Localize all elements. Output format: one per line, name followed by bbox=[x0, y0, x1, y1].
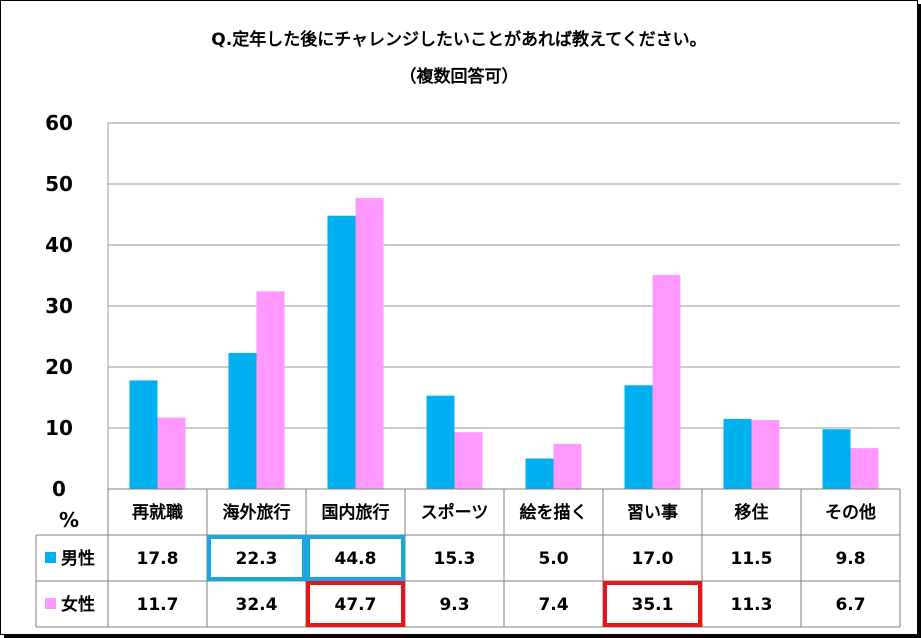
table-cell-value: 5.0 bbox=[538, 549, 568, 569]
legend-swatch-female bbox=[45, 598, 56, 609]
table-cell-value: 35.1 bbox=[632, 595, 674, 615]
legend-label: 男性 bbox=[61, 548, 95, 569]
y-tick-label: 50 bbox=[45, 172, 73, 196]
table-cell-value: 15.3 bbox=[434, 549, 476, 569]
bar-female bbox=[652, 274, 681, 489]
bar-female bbox=[850, 448, 879, 489]
table-cell-value: 44.8 bbox=[335, 549, 377, 569]
y-axis-unit: % bbox=[59, 508, 79, 532]
bar-female bbox=[256, 291, 285, 489]
table-cell-value: 11.5 bbox=[731, 549, 773, 569]
legend-label: 女性 bbox=[61, 594, 95, 615]
category-label: 海外旅行 bbox=[223, 502, 291, 523]
y-tick-label: 40 bbox=[45, 233, 73, 257]
category-label: 移住 bbox=[735, 502, 769, 523]
y-tick-label: 30 bbox=[45, 294, 73, 318]
bar-male bbox=[426, 395, 455, 489]
bar-male bbox=[228, 352, 257, 489]
highlight-box bbox=[306, 581, 405, 627]
category-label: その他 bbox=[825, 502, 876, 523]
category-label: 国内旅行 bbox=[322, 502, 390, 523]
bar-male bbox=[525, 458, 554, 489]
highlight-box bbox=[207, 535, 306, 581]
bar-female bbox=[454, 432, 483, 489]
bar-female bbox=[751, 420, 780, 489]
bar-male bbox=[327, 215, 356, 489]
bar-male bbox=[624, 385, 653, 489]
table-cell-value: 11.7 bbox=[137, 595, 179, 615]
bar-female bbox=[553, 443, 582, 489]
table-cell-value: 32.4 bbox=[236, 595, 278, 615]
category-label: 絵を描く bbox=[520, 502, 588, 523]
y-tick-label: 60 bbox=[45, 111, 73, 135]
bar-male bbox=[129, 380, 158, 489]
highlight-box bbox=[603, 581, 702, 627]
table-cell-value: 11.3 bbox=[731, 595, 773, 615]
table-cell-value: 17.8 bbox=[137, 549, 179, 569]
table-cell-value: 7.4 bbox=[538, 595, 568, 615]
legend-swatch-male bbox=[45, 552, 56, 563]
highlight-box bbox=[306, 535, 405, 581]
bar-female bbox=[157, 417, 186, 489]
chart-title: Q.定年した後にチャレンジしたいことがあれば教えてください。 bbox=[211, 29, 706, 50]
y-tick-label: 0 bbox=[52, 477, 66, 501]
table-cell-value: 22.3 bbox=[236, 549, 278, 569]
table-cell-value: 47.7 bbox=[335, 595, 377, 615]
category-label: 習い事 bbox=[627, 503, 678, 523]
bar-male bbox=[822, 429, 851, 489]
chart-subtitle: （複数回答可） bbox=[400, 66, 519, 87]
category-label: 再就職 bbox=[132, 502, 183, 523]
bar-male bbox=[723, 418, 752, 489]
table-cell-value: 6.7 bbox=[835, 595, 865, 615]
table-cell-value: 9.8 bbox=[835, 549, 865, 569]
table-cell-value: 17.0 bbox=[632, 549, 674, 569]
category-label: スポーツ bbox=[421, 502, 489, 523]
y-tick-label: 10 bbox=[45, 416, 73, 440]
bar-female bbox=[355, 198, 384, 489]
y-tick-label: 20 bbox=[45, 355, 73, 379]
table-cell-value: 9.3 bbox=[439, 595, 469, 615]
